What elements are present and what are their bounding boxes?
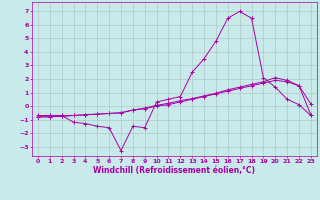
X-axis label: Windchill (Refroidissement éolien,°C): Windchill (Refroidissement éolien,°C) <box>93 166 255 175</box>
